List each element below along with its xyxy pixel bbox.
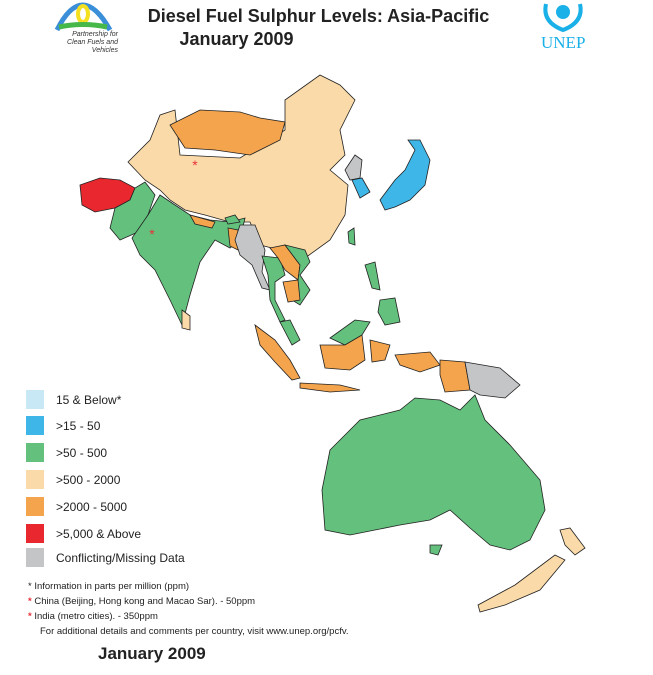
legend-swatch [26, 443, 44, 462]
legend-item: Conflicting/Missing Data [26, 548, 326, 567]
unep-logo-text: UNEP [541, 33, 586, 52]
country-sri-lanka [181, 309, 191, 331]
asterisk-icon: * [28, 611, 32, 622]
country-png-east [464, 361, 521, 399]
china-asterisk-icon: * [192, 157, 198, 173]
legend-label: Conflicting/Missing Data [56, 550, 185, 565]
note-india: India (metro cities). - 350ppm [34, 611, 158, 622]
note-more: For additional details and comments per … [40, 626, 349, 637]
legend-item: 15 & Below* [26, 390, 326, 409]
legend-label: >15 - 50 [56, 418, 101, 433]
country-pakistan [109, 181, 156, 241]
legend-item: >15 - 50 [26, 416, 326, 435]
country-china [127, 74, 356, 259]
legend-item: >5,000 & Above [26, 524, 326, 543]
unep-logo [543, 3, 583, 33]
india-asterisk-icon: * [149, 226, 155, 242]
country-mongolia [169, 109, 286, 156]
legend-label: >500 - 2000 [56, 472, 121, 487]
legend-label: >2000 - 5000 [56, 499, 128, 514]
legend-label: 15 & Below* [56, 392, 122, 407]
legend-swatch [26, 548, 44, 567]
country-indonesia [254, 324, 441, 393]
country-australia [321, 394, 546, 556]
notes: * Information in parts per million (ppm)… [28, 579, 349, 639]
country-taiwan [347, 227, 356, 246]
country-cambodia [282, 279, 301, 303]
country-papua-new-guinea [439, 359, 471, 393]
country-malaysia [279, 319, 371, 346]
pcfv-logo [54, 2, 113, 32]
country-nepal [189, 214, 216, 229]
map-title: Diesel Fuel Sulphur Levels: Asia-Pacific [147, 6, 490, 26]
note-ppm: * Information in parts per million (ppm) [28, 581, 190, 592]
legend-swatch [26, 470, 44, 489]
country-india [131, 194, 246, 327]
country-philippines [364, 261, 401, 326]
legend-label: >50 - 500 [56, 445, 108, 460]
legend-swatch [26, 497, 44, 516]
legend-item: >50 - 500 [26, 443, 326, 462]
map-subtitle: January 2009 [179, 29, 294, 49]
country-vietnam [284, 244, 311, 306]
legend-swatch [26, 416, 44, 435]
asterisk-icon: * [28, 596, 32, 607]
legend-item: >500 - 2000 [26, 470, 326, 489]
legend-swatch [26, 524, 44, 543]
country-bhutan [224, 214, 241, 225]
country-japan [379, 139, 431, 211]
legend-swatch [26, 390, 44, 409]
country-north-korea [344, 154, 363, 181]
pcfv-logo-text: Partnership for Clean Fuels and Vehicles [67, 31, 118, 54]
country-south-korea [351, 177, 371, 199]
footer-date: January 2009 [98, 644, 206, 663]
legend-label: >5,000 & Above [56, 526, 142, 541]
note-china: China (Beijing, Hong kong and Macao Sar)… [34, 596, 256, 607]
country-myanmar [234, 224, 271, 291]
country-new-zealand [477, 527, 586, 613]
legend-item: >2000 - 5000 [26, 497, 326, 516]
